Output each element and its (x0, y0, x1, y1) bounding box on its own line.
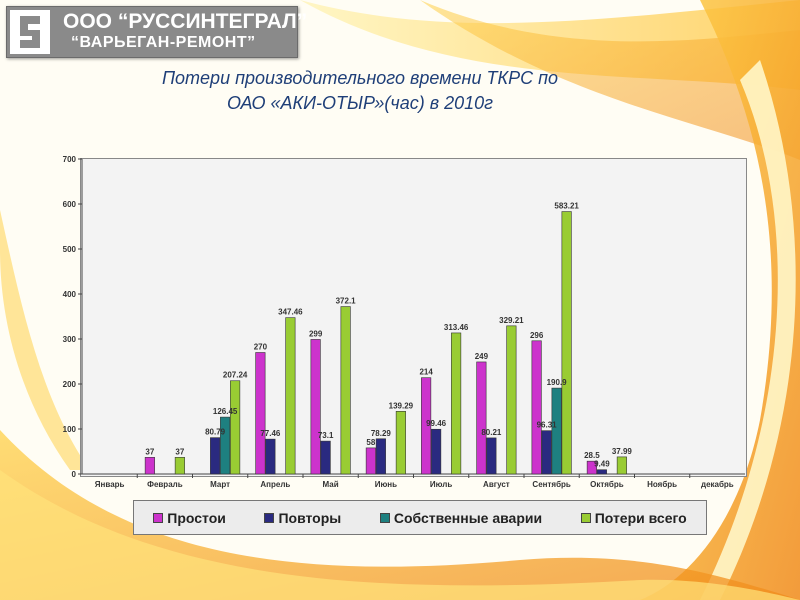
data-label: 583.21 (554, 202, 579, 211)
bar-4-3 (230, 380, 241, 475)
legend-item-avarii: Собственные аварии (379, 509, 543, 526)
x-tick-label: Июль (430, 480, 452, 489)
bar-3-3 (220, 416, 231, 475)
page-title: Потери производительного времени ТКРС по… (100, 66, 620, 116)
logo-line2: “ВАРЬЕГАН-РЕМОНТ” (71, 34, 256, 51)
data-label: 96.31 (537, 421, 558, 430)
legend-label: Повторы (278, 509, 342, 526)
data-label: 99.46 (426, 419, 447, 428)
y-tick-label: 400 (63, 290, 77, 299)
data-label: 58 (366, 438, 375, 447)
x-tick-label: декабрь (701, 480, 734, 489)
data-label: 80.21 (481, 428, 502, 437)
bar-2-7 (431, 428, 442, 475)
legend-item-poteri: Потери всего (580, 509, 687, 526)
data-label: 214 (419, 368, 433, 377)
bar-4-8 (506, 325, 517, 475)
bar-4-7 (451, 332, 462, 475)
bar-2-8 (486, 437, 497, 475)
data-label: 139.29 (389, 401, 414, 410)
data-label: 37.99 (612, 447, 633, 456)
bar-2-3 (210, 437, 221, 475)
bar-4-2 (174, 457, 185, 475)
legend-item-povtory: Повторы (264, 510, 341, 526)
data-label: 347.46 (278, 308, 303, 317)
logo-line1: ООО “РУССИНТЕГРАЛ” (63, 10, 308, 33)
data-label: 296 (530, 331, 544, 340)
bar-2-10 (596, 469, 607, 475)
bar-3-9 (551, 387, 562, 475)
bar-1-6 (365, 447, 376, 475)
y-tick-label: 500 (63, 245, 77, 254)
bar-1-5 (310, 339, 321, 475)
bar-1-4 (255, 352, 266, 475)
legend-swatch (580, 512, 591, 523)
y-tick-label: 0 (72, 470, 77, 479)
bar-4-10 (616, 456, 627, 475)
chart-legend: Простои Повторы Собственные аварии Потер… (133, 500, 707, 535)
data-label: 77.46 (260, 429, 281, 438)
y-tick-label: 600 (63, 200, 77, 209)
data-label: 249 (475, 352, 489, 361)
x-tick-label: Сентябрь (532, 480, 570, 489)
x-tick-label: Июнь (375, 480, 397, 489)
y-tick-label: 100 (63, 425, 77, 434)
legend-label: Собственные аварии (393, 509, 543, 526)
data-label: 78.29 (371, 429, 392, 438)
bar-4-5 (340, 306, 351, 475)
data-label: 37 (175, 447, 184, 456)
legend-swatch (153, 512, 164, 523)
company-logo-mark (10, 10, 50, 54)
bar-4-4 (285, 317, 296, 475)
data-label: 126.45 (213, 407, 238, 416)
title-line-1: Потери производительного времени ТКРС по (162, 68, 558, 88)
x-tick-label: Январь (95, 480, 125, 489)
bar-1-9 (531, 340, 542, 475)
data-label: 270 (254, 343, 268, 352)
data-label: 37 (145, 447, 154, 456)
data-label: 9.49 (594, 460, 610, 469)
data-label: 73.1 (318, 431, 334, 440)
company-logo: ООО “РУССИНТЕГРАЛ” “ВАРЬЕГАН-РЕМОНТ” (6, 6, 307, 58)
data-label: 207.24 (223, 371, 248, 380)
bar-1-2 (144, 457, 155, 475)
data-label: 313.46 (444, 323, 469, 332)
bar-4-6 (395, 411, 406, 475)
x-tick-label: Октябрь (590, 480, 624, 489)
bar-2-9 (541, 430, 552, 475)
y-tick-label: 300 (63, 335, 77, 344)
bar-2-5 (320, 440, 331, 475)
y-tick-label: 200 (63, 380, 77, 389)
y-tick-label: 700 (63, 155, 77, 164)
legend-item-prostoi: Простои (153, 510, 226, 526)
x-tick-label: Апрель (260, 480, 290, 489)
legend-swatch (264, 512, 275, 523)
legend-label: Простои (167, 509, 226, 526)
bar-1-7 (421, 377, 432, 475)
bar-2-4 (265, 438, 276, 475)
x-tick-label: Март (210, 480, 230, 489)
data-label: 299 (309, 329, 323, 338)
x-tick-label: Май (323, 480, 339, 489)
data-label: 28.5 (584, 451, 600, 460)
x-tick-label: Август (483, 480, 510, 489)
x-tick-label: Ноябрь (647, 480, 677, 489)
bar-4-9 (561, 211, 572, 475)
x-tick-label: Февраль (147, 480, 183, 489)
data-label: 190.9 (547, 378, 568, 387)
legend-swatch (379, 512, 390, 523)
bar-2-6 (375, 438, 386, 475)
title-line-2: ОАО «АКИ-ОТЫР»(час) в 2010г (226, 93, 494, 113)
bar-1-10 (586, 460, 597, 475)
data-label: 80.79 (205, 428, 226, 437)
bar-1-8 (476, 361, 487, 475)
legend-label: Потери всего (594, 509, 687, 526)
data-label: 372.1 (336, 297, 357, 306)
data-label: 329.21 (499, 316, 524, 325)
